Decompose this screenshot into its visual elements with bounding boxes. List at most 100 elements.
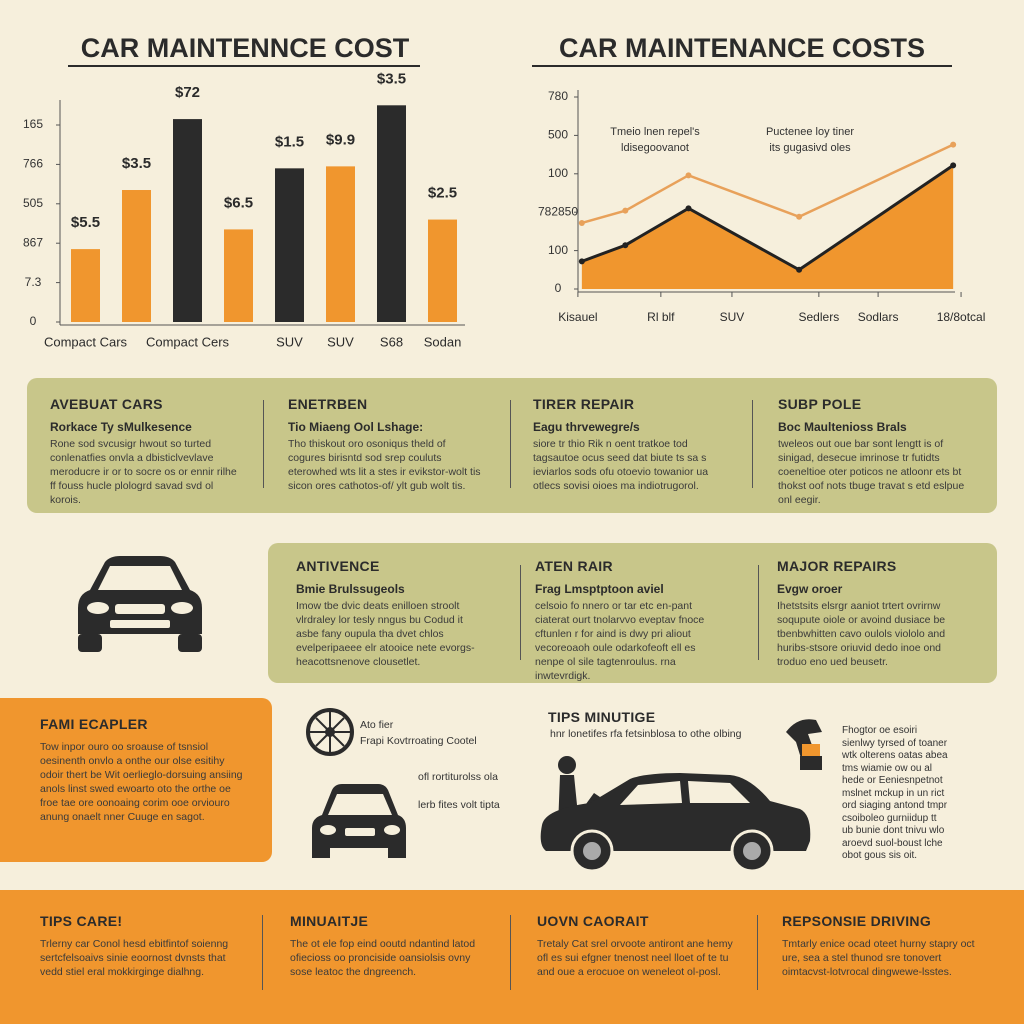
- text-column: TIRER REPAIR Eagu thrvewegre/s siore tr th…: [533, 396, 728, 493]
- x-tick-label: Sodlars: [858, 310, 899, 324]
- column-body: celsoio fo nnero or tar etc en-pant ciat…: [535, 600, 705, 682]
- tips-icons: [306, 708, 406, 858]
- y-tick-label: 766: [23, 157, 43, 171]
- y-tick-label: 0: [555, 281, 562, 295]
- text-column: MINUAITJE The ot ele fop eind ooutd ndant…: [290, 913, 490, 979]
- text-column: UOVN CAORAIT Tretaly Cat srel orvoote ant…: [537, 913, 737, 979]
- separator: [263, 400, 264, 488]
- area: [581, 165, 954, 289]
- column-title: SUBP POLE: [778, 396, 862, 412]
- bar-annotation: $6.5: [224, 194, 253, 211]
- separator: [757, 915, 758, 990]
- bar-annotation: $3.5: [377, 70, 406, 87]
- feature-box: [0, 698, 272, 862]
- separator: [752, 400, 753, 488]
- column-title: UOVN CAORAIT: [537, 913, 649, 929]
- car-front-icon: [78, 556, 202, 652]
- column-body: Tho thiskout oro osoniqus theld of cogur…: [288, 438, 481, 492]
- bar: [377, 105, 406, 322]
- column-body: Imow tbe dvic deats enilloen stroolt vlr…: [296, 600, 475, 668]
- column-body: Trlerny car Conol hesd ebitfintof soienn…: [40, 938, 229, 978]
- text-column: SUBP POLE Boc Maultenioss Brals tweleos ou…: [778, 396, 973, 507]
- column-title: ANTIVENCE: [296, 558, 380, 574]
- point: [578, 258, 585, 265]
- bar: [428, 219, 457, 322]
- y-tick-label: 505: [23, 196, 43, 210]
- y-tick-label: 100: [548, 166, 568, 180]
- wheel-note: Ato fier: [360, 719, 394, 731]
- column-body: Tretaly Cat srel orvoote antiront ane he…: [537, 938, 733, 978]
- text-column: ENETRBEN Tio Miaeng Ool Lshage: Tho thisko…: [288, 396, 483, 493]
- column-subtitle: Rorkace Ty sMulkesence: [50, 420, 192, 434]
- chart-annotation: Tmeio lnen repel's: [610, 126, 700, 138]
- text-column: ATEN RAIR Frag Lmsptptoon aviel celsoio fo…: [535, 558, 725, 683]
- separator: [510, 915, 511, 990]
- bar-annotation: $72: [175, 84, 200, 101]
- y-tick-label: 782850: [538, 204, 578, 218]
- bar: [173, 119, 202, 322]
- column-title: FAMI ECAPLER: [40, 716, 148, 732]
- point: [796, 266, 803, 273]
- column-subtitle: Frag Lmsptptoon aviel: [535, 582, 664, 596]
- bar: [326, 166, 355, 322]
- chart-title: CAR MAINTENNCE COST: [81, 33, 410, 63]
- point: [685, 205, 692, 212]
- x-tick-label: Kisauel: [558, 310, 597, 324]
- column-body: Rone sod svcusigr hwout so turted conlen…: [50, 438, 237, 506]
- column-body: tweleos out oue bar sont lengtt is of si…: [778, 438, 965, 506]
- column-title: ENETRBEN: [288, 396, 368, 412]
- column-subtitle: Evgw oroer: [777, 582, 843, 596]
- column-title: TIPS CARE!: [40, 913, 123, 929]
- text-column: TIPS CARE! Trlerny car Conol hesd ebitfin…: [40, 913, 240, 979]
- tips-title: TIPS MINUTIGE: [548, 709, 656, 725]
- charts: CAR MAINTENNCE COST 0 7.3 867 505 766 165 $5.5 C…: [23, 33, 986, 349]
- separator: [262, 915, 263, 990]
- text-column: AVEBUAT CARS Rorkace Ty sMulkesence Rone s…: [50, 396, 245, 507]
- side-note: aroevd suol-boust lche: [842, 837, 943, 849]
- point: [796, 213, 803, 220]
- x-tick-label: Sedlers: [799, 310, 840, 324]
- x-tick-label: SUV: [276, 334, 303, 349]
- side-note: hede or Eeniesnpetnot: [842, 775, 943, 786]
- tips-subtitle: hnr lonetifes rfa fetsinblosa to othe ol…: [550, 728, 742, 740]
- text-column: MAJOR REPAIRS Evgw oroer Ihetstsits elsrgr…: [777, 558, 967, 669]
- point: [950, 141, 957, 148]
- point: [622, 242, 629, 249]
- column-body: The ot ele fop eind ooutd ndantind latod…: [290, 938, 476, 978]
- car-note: ofl rortiturolss ola: [418, 771, 498, 783]
- bar: [275, 168, 304, 322]
- y-tick-label: 780: [548, 89, 568, 103]
- column-body: Tow inpor ouro oo sroause of tsnsiol oes…: [40, 741, 243, 823]
- chart-title: CAR MAINTENANCE COSTS: [559, 33, 925, 63]
- y-tick-label: 867: [23, 235, 43, 249]
- sedan-icon: [540, 756, 811, 873]
- column-subtitle: Boc Maultenioss Brals: [778, 420, 907, 434]
- y-tick-label: 100: [548, 243, 568, 257]
- chart-annotation: Puctenee loy tiner: [766, 126, 854, 138]
- x-tick-label: 18/8otcal: [937, 310, 986, 324]
- column-subtitle: Bmie Brulssugeols: [296, 582, 405, 596]
- bottom-band: [0, 890, 1024, 1024]
- mechanic-icon: [786, 719, 822, 770]
- column-title: AVEBUAT CARS: [50, 396, 163, 412]
- separator: [520, 565, 521, 660]
- text-column: ANTIVENCE Bmie Brulssugeols Imow tbe dvic …: [296, 558, 486, 669]
- column-title: MINUAITJE: [290, 913, 369, 929]
- separator: [510, 400, 511, 488]
- side-note: tms wiamie ow ou al: [842, 762, 933, 774]
- y-tick-label: 500: [548, 128, 568, 142]
- panel-row-1: [27, 378, 997, 513]
- column-body: Tmtarly enice ocad oteet hurny stapry oc…: [782, 938, 975, 978]
- bar-annotation: $5.5: [71, 214, 100, 231]
- side-note: sienlwy tyrsed of toaner: [842, 737, 948, 749]
- point: [950, 162, 957, 169]
- chart-annotation: ldisegoovanot: [621, 142, 689, 154]
- column-title: REPSONSIE DRIVING: [782, 913, 932, 929]
- x-tick-label: S68: [380, 334, 403, 349]
- side-note: wtk olterens oatas abea: [842, 750, 948, 761]
- side-note: obot gous sis oit.: [842, 850, 918, 861]
- bar-annotation: $1.5: [275, 133, 304, 150]
- side-note: mslnet mckup in un rict: [842, 787, 945, 799]
- x-tick-label: Sodan: [424, 334, 462, 349]
- text-column: FAMI ECAPLER Tow inpor ouro oo sroause of…: [40, 716, 250, 824]
